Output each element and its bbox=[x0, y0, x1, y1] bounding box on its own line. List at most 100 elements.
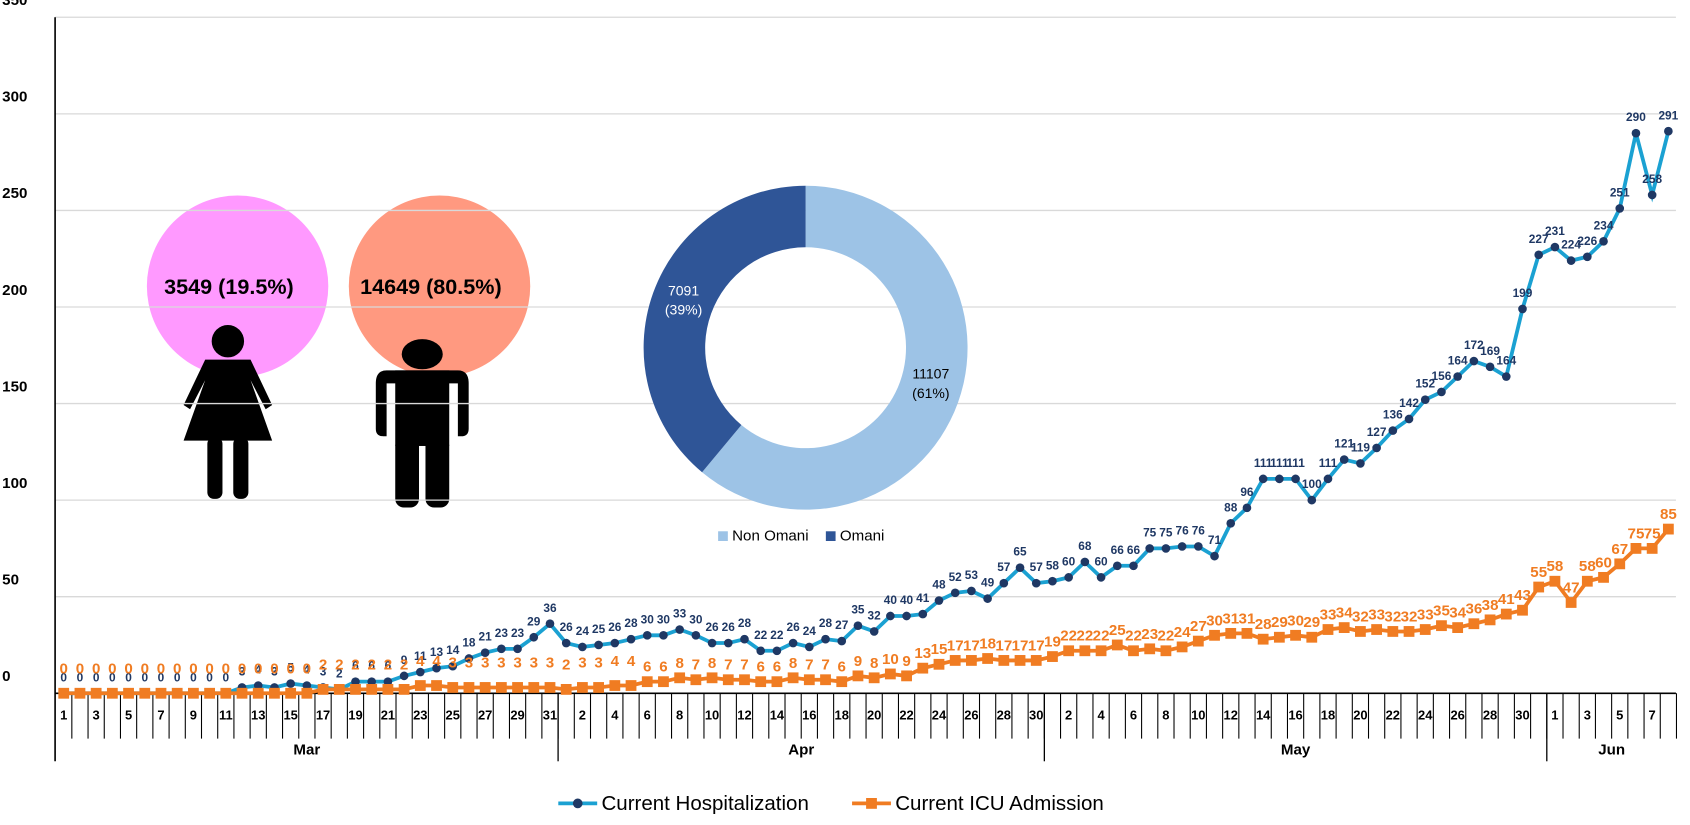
marker bbox=[577, 682, 588, 693]
marker bbox=[1403, 626, 1415, 637]
marker bbox=[755, 676, 767, 688]
x-tick-label: 12 bbox=[1224, 707, 1238, 722]
data-label: 0 bbox=[93, 670, 100, 684]
data-label: 6 bbox=[838, 659, 846, 676]
data-label: 30 bbox=[689, 612, 703, 626]
data-label: 18 bbox=[462, 636, 476, 650]
marker bbox=[999, 578, 1009, 588]
x-tick-label: 6 bbox=[644, 707, 651, 722]
donut-percent-label: (61%) bbox=[912, 385, 949, 401]
data-label: 88 bbox=[1224, 500, 1238, 514]
data-label: 23 bbox=[511, 626, 525, 640]
data-label: 2 bbox=[400, 657, 408, 674]
marker bbox=[659, 630, 668, 640]
marker bbox=[1630, 543, 1642, 554]
data-label: 156 bbox=[1432, 369, 1452, 383]
data-label: 29 bbox=[527, 614, 541, 628]
x-tick-label: 27 bbox=[478, 707, 492, 722]
marker bbox=[1323, 474, 1333, 484]
marker bbox=[1534, 250, 1544, 260]
month-label: Jun bbox=[1598, 741, 1625, 758]
marker bbox=[351, 677, 360, 686]
x-tick-label: 12 bbox=[737, 707, 751, 722]
data-label: 152 bbox=[1415, 377, 1435, 391]
x-tick-label: 10 bbox=[705, 707, 719, 722]
data-label: 136 bbox=[1383, 408, 1403, 422]
pie-legend-swatch bbox=[825, 531, 836, 542]
marker bbox=[1500, 608, 1512, 620]
data-label: 0 bbox=[92, 660, 100, 677]
donut-percent-label: (39%) bbox=[665, 302, 702, 318]
data-label: 2 bbox=[335, 657, 343, 674]
marker bbox=[90, 687, 102, 699]
data-label: 119 bbox=[1351, 440, 1371, 454]
data-label: 4 bbox=[304, 663, 311, 677]
x-tick-label: 10 bbox=[1191, 707, 1205, 722]
marker bbox=[253, 681, 263, 690]
marker bbox=[805, 642, 814, 652]
data-label: 30 bbox=[1206, 612, 1223, 629]
marker bbox=[1306, 631, 1318, 643]
data-label: 3 bbox=[449, 655, 457, 672]
data-label: 33 bbox=[673, 607, 687, 621]
marker bbox=[1419, 624, 1431, 635]
marker bbox=[204, 687, 216, 699]
donut-slice bbox=[702, 185, 968, 510]
marker bbox=[1275, 474, 1284, 484]
marker bbox=[1096, 573, 1106, 582]
data-label: 30 bbox=[641, 612, 655, 626]
data-label: 14 bbox=[446, 643, 460, 657]
data-label: 17 bbox=[995, 637, 1012, 654]
marker bbox=[1437, 387, 1446, 397]
marker bbox=[756, 646, 766, 656]
data-label: 6 bbox=[385, 659, 392, 673]
data-label: 291 bbox=[1658, 108, 1678, 122]
data-label: 7 bbox=[740, 657, 748, 674]
data-label: 33 bbox=[1417, 606, 1434, 623]
data-label: 65 bbox=[1013, 545, 1027, 559]
data-label: 0 bbox=[303, 660, 311, 677]
data-label: 33 bbox=[1320, 606, 1337, 623]
marker bbox=[1014, 655, 1026, 666]
data-label: 66 bbox=[1127, 543, 1141, 557]
x-tick-label: 4 bbox=[1097, 707, 1105, 722]
marker bbox=[1241, 627, 1253, 639]
data-label: 75 bbox=[1644, 525, 1661, 542]
data-label: 75 bbox=[1159, 525, 1173, 539]
data-label: 40 bbox=[900, 593, 914, 607]
legend-label: Current Hospitalization bbox=[601, 792, 808, 815]
marker bbox=[740, 634, 749, 644]
marker bbox=[641, 676, 653, 688]
marker bbox=[691, 630, 701, 640]
data-label: 9 bbox=[902, 653, 910, 670]
marker bbox=[1664, 126, 1673, 136]
data-label: 22 bbox=[770, 628, 784, 642]
marker bbox=[1436, 620, 1447, 632]
marker bbox=[594, 640, 603, 650]
data-label: 0 bbox=[254, 660, 262, 677]
marker bbox=[1111, 639, 1123, 651]
data-label: 0 bbox=[158, 670, 165, 684]
data-label: 0 bbox=[286, 660, 294, 677]
x-tick-label: 30 bbox=[1029, 707, 1043, 722]
data-label: 30 bbox=[657, 612, 671, 626]
marker bbox=[1177, 542, 1187, 551]
data-label: 290 bbox=[1626, 110, 1646, 124]
marker bbox=[1160, 645, 1172, 657]
x-tick-label: 17 bbox=[316, 707, 330, 722]
marker bbox=[383, 677, 393, 686]
marker bbox=[414, 680, 426, 691]
data-label: 41 bbox=[1498, 591, 1515, 608]
x-tick-label: 18 bbox=[1321, 707, 1335, 722]
data-label: 9 bbox=[401, 653, 408, 667]
month-label: Apr bbox=[788, 741, 814, 758]
data-label: 226 bbox=[1577, 234, 1597, 248]
marker bbox=[1614, 558, 1626, 570]
marker bbox=[1339, 455, 1349, 464]
data-label: 142 bbox=[1399, 396, 1419, 410]
marker bbox=[1484, 614, 1496, 626]
marker bbox=[302, 681, 312, 690]
x-tick-label: 7 bbox=[157, 707, 164, 722]
data-label: 0 bbox=[270, 660, 278, 677]
marker bbox=[560, 683, 572, 695]
